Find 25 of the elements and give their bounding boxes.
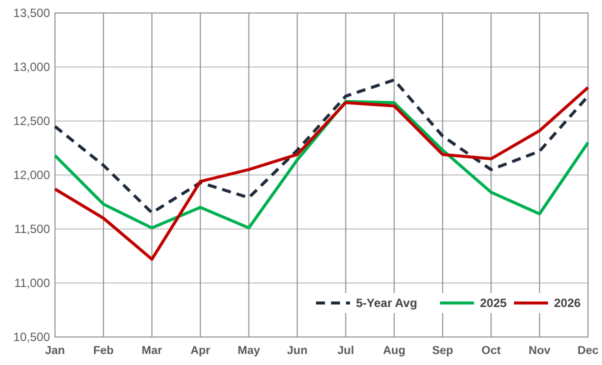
- x-tick-label: Nov: [528, 345, 552, 357]
- x-tick-label: Mar: [142, 345, 163, 357]
- line-series: [54, 86, 590, 261]
- line-series: [54, 100, 590, 230]
- x-tick-label: Sep: [432, 345, 454, 357]
- x-tick-label: Oct: [482, 345, 501, 357]
- y-tick-label: 10,500: [13, 330, 50, 344]
- y-tick-label: 11,000: [14, 276, 50, 290]
- x-tick-label: Feb: [93, 345, 114, 357]
- line-series: [54, 78, 590, 214]
- x-tick-label: Apr: [190, 345, 211, 357]
- legend-label: 2025: [480, 296, 508, 310]
- x-tick-label: Aug: [383, 345, 406, 357]
- x-tick-label: Jan: [45, 345, 65, 357]
- y-tick-label: 12,500: [13, 114, 50, 128]
- y-tick-label: 12,000: [13, 168, 50, 182]
- x-tick-label: May: [238, 345, 261, 357]
- y-tick-label: 13,000: [13, 60, 50, 74]
- x-tick-label: Jun: [287, 345, 308, 357]
- x-tick-label: Jul: [337, 345, 354, 357]
- y-tick-label: 13,500: [13, 6, 50, 20]
- legend-label: 2026: [554, 296, 582, 310]
- y-tick-label: 11,500: [14, 222, 50, 236]
- legend-label: 5-Year Avg: [356, 296, 418, 310]
- x-tick-label: Dec: [577, 345, 600, 357]
